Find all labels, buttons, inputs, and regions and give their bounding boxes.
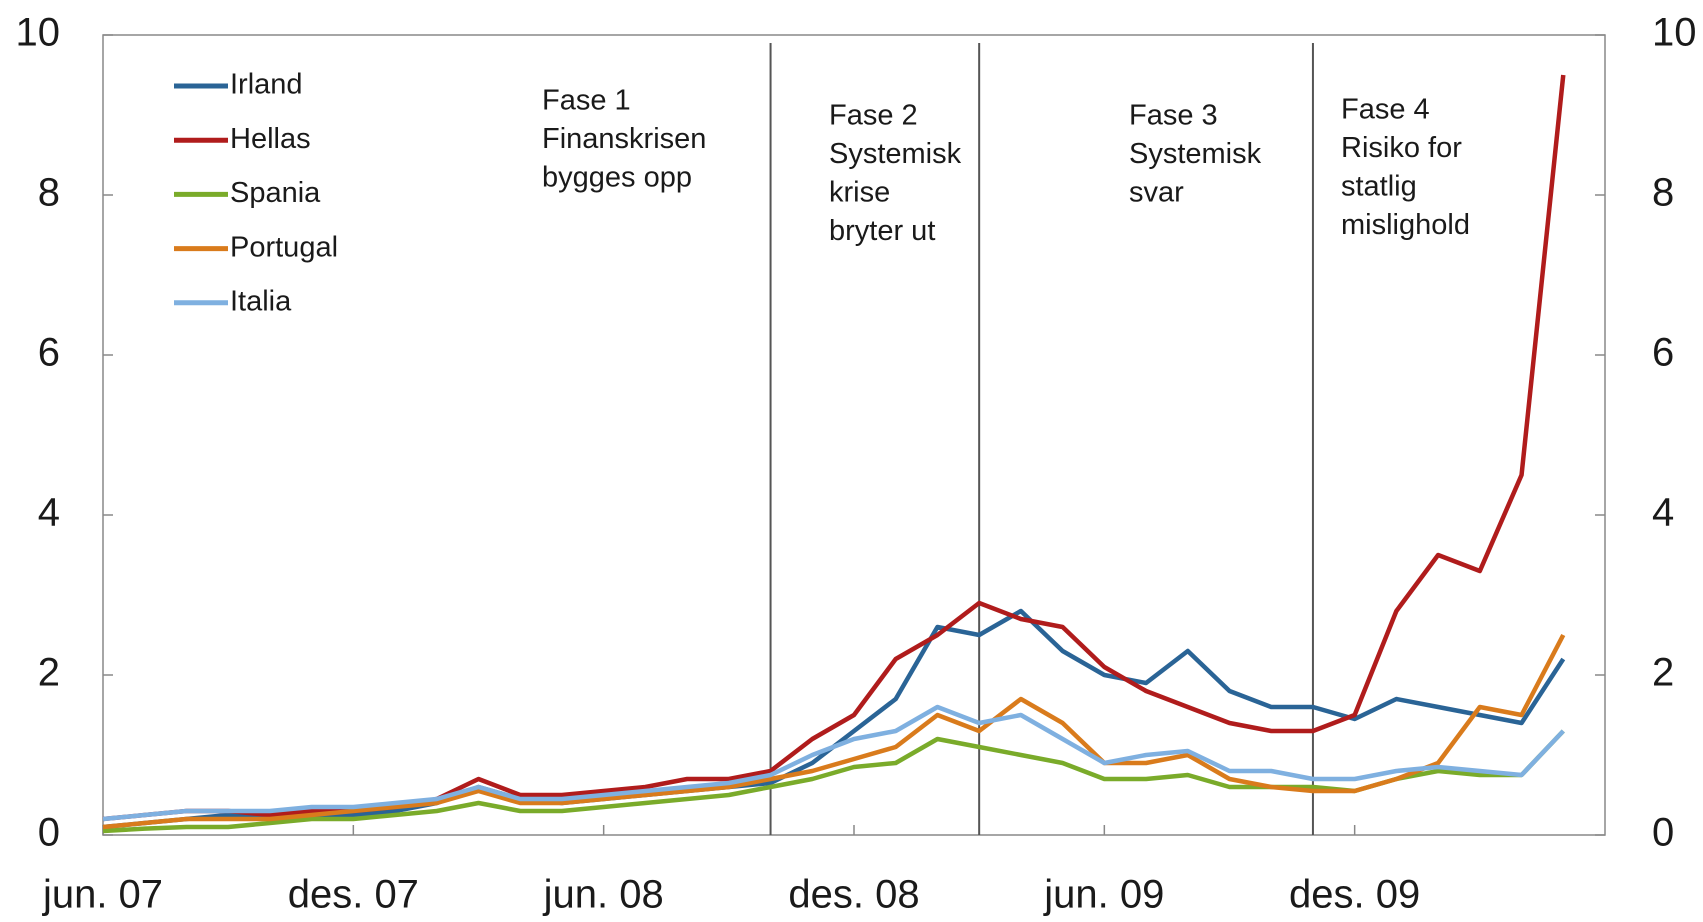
- y2-tick-label: 0: [1652, 811, 1674, 855]
- series-line: [102, 704, 1565, 822]
- phase-label: krise: [829, 177, 890, 209]
- phase-label: svar: [1129, 177, 1184, 209]
- phase-label: Finanskrisen: [542, 123, 706, 155]
- y2-tick-label: 10: [1652, 11, 1697, 55]
- phase-label: Fase 1: [542, 85, 631, 117]
- phase-label: Risiko for: [1341, 132, 1462, 164]
- series-line: [102, 729, 1565, 834]
- phase-label: Fase 3: [1129, 100, 1218, 132]
- phase-label: bryter ut: [829, 215, 935, 247]
- y2-tick-label: 6: [1652, 331, 1674, 375]
- y2-tick-label: 8: [1652, 171, 1674, 215]
- x-tick-label: jun. 09: [1043, 873, 1164, 917]
- legend-label: Italia: [230, 285, 292, 317]
- y-tick-label: 0: [38, 811, 60, 855]
- y-tick-label: 6: [38, 331, 60, 375]
- y-tick-label: 10: [16, 11, 61, 55]
- y-tick-label: 4: [38, 491, 60, 535]
- x-tick-label: des. 07: [288, 873, 419, 917]
- series-line: [102, 633, 1566, 830]
- phase-label: Fase 2: [829, 100, 918, 132]
- phase-label: statlig: [1341, 171, 1417, 203]
- phase-label: Fase 4: [1341, 94, 1430, 126]
- phase-label: mislighold: [1341, 209, 1470, 241]
- y-tick-label: 2: [38, 651, 60, 695]
- phase-label: bygges opp: [542, 162, 692, 194]
- legend-label: Hellas: [230, 123, 311, 155]
- y-tick-label: 8: [38, 171, 60, 215]
- phase-label: Systemisk: [1129, 138, 1262, 170]
- legend-label: Irland: [230, 69, 303, 101]
- legend-label: Portugal: [230, 231, 338, 263]
- x-tick-label: des. 09: [1289, 873, 1420, 917]
- phase-label: Systemisk: [829, 138, 962, 170]
- legend-label: Spania: [230, 177, 321, 209]
- x-tick-label: des. 08: [788, 873, 919, 917]
- y2-tick-label: 4: [1652, 491, 1674, 535]
- x-tick-label: jun. 08: [543, 873, 664, 917]
- x-tick-label: jun. 07: [42, 873, 163, 917]
- y2-tick-label: 2: [1652, 651, 1674, 695]
